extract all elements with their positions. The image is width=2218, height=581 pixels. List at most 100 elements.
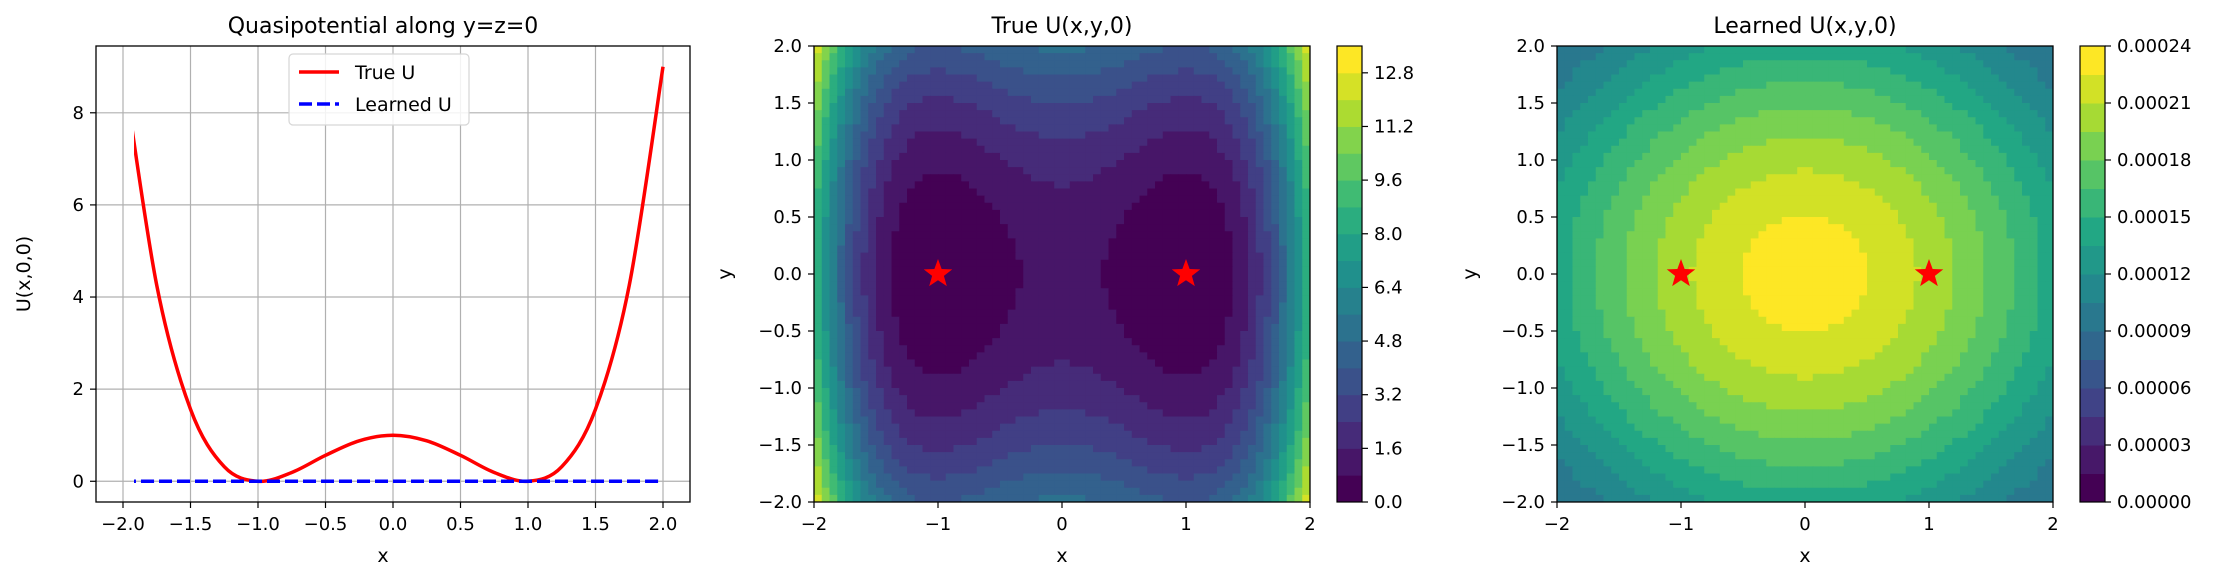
contour-cell	[1279, 359, 1288, 368]
contour-cell	[1789, 110, 1798, 118]
contour-cell	[1580, 60, 1589, 68]
contour-cell	[1147, 209, 1156, 218]
contour-cell	[1031, 188, 1040, 197]
contour-cell	[1286, 53, 1296, 61]
contour-cell	[814, 110, 823, 118]
contour-cell	[907, 88, 916, 97]
contour-cell	[1139, 416, 1148, 425]
contour-cell	[1263, 145, 1272, 154]
contour-cell	[829, 259, 838, 268]
contour-cell	[922, 46, 931, 54]
contour-cell	[1975, 88, 1984, 97]
contour-cell	[907, 174, 916, 182]
contour-cell	[922, 494, 931, 502]
contour-cell	[953, 388, 962, 396]
contour-cell	[860, 110, 869, 118]
contour-cell	[1186, 409, 1195, 418]
contour-cell	[1193, 160, 1203, 168]
contour-cell	[1271, 316, 1280, 325]
contour-cell	[1069, 288, 1079, 296]
contour-cell	[1286, 416, 1296, 425]
contour-cell	[1255, 181, 1265, 190]
contour-cell	[821, 117, 831, 125]
contour-cell	[976, 416, 986, 425]
contour-cell	[1038, 423, 1048, 432]
contour-cell	[969, 430, 978, 439]
contour-cell	[945, 430, 955, 439]
contour-cell	[1085, 124, 1094, 133]
contour-cell	[1201, 95, 1210, 104]
contour-cell	[1960, 67, 1969, 76]
contour-cell	[1131, 380, 1141, 389]
contour-cell	[876, 359, 885, 368]
contour-cell	[837, 494, 846, 502]
contour-cell	[1031, 288, 1040, 296]
contour-cell	[868, 152, 877, 161]
contour-cell	[883, 473, 893, 482]
x-tick-label: 1.0	[514, 514, 543, 535]
contour-cell	[1255, 131, 1265, 140]
contour-cell	[1302, 152, 1310, 161]
contour-cell	[1023, 274, 1032, 282]
contour-cell	[814, 331, 823, 339]
contour-cell	[1093, 245, 1102, 254]
colorbar-band	[1337, 448, 1362, 476]
contour-cell	[1851, 60, 1860, 68]
contour-cell	[1294, 202, 1303, 211]
contour-cell	[1155, 174, 1164, 182]
contour-cell	[1681, 46, 1690, 54]
contour-cell	[1224, 252, 1234, 261]
contour-cell	[1603, 74, 1612, 83]
contour-cell	[1193, 302, 1203, 311]
contour-cell	[821, 60, 831, 68]
contour-cell	[899, 245, 908, 254]
contour-cell	[1031, 152, 1040, 161]
contour-cell	[814, 288, 823, 296]
contour-cell	[1905, 60, 1915, 68]
contour-cell	[1031, 437, 1040, 446]
contour-cell	[1186, 402, 1195, 410]
contour-cell	[845, 224, 854, 232]
contour-cell	[899, 487, 908, 496]
contour-cell	[1108, 459, 1117, 467]
contour-cell	[1603, 81, 1612, 90]
contour-cell	[1085, 359, 1094, 368]
contour-cell	[969, 480, 978, 489]
contour-cell	[1062, 274, 1071, 282]
contour-cell	[891, 238, 900, 247]
contour-cell	[868, 217, 877, 225]
contour-cell	[1046, 160, 1055, 168]
contour-cell	[1093, 138, 1102, 147]
contour-cell	[1124, 459, 1133, 467]
contour-cell	[1681, 60, 1690, 68]
contour-cell	[1696, 60, 1705, 68]
contour-cell	[969, 145, 978, 154]
contour-cell	[2014, 124, 2023, 133]
contour-cell	[1108, 174, 1117, 182]
contour-cell	[1046, 338, 1055, 346]
y-tick-label: −1.5	[758, 435, 802, 456]
contour-cell	[1170, 67, 1179, 76]
contour-cell	[1015, 60, 1024, 68]
contour-cell	[876, 331, 885, 339]
contour-cell	[1781, 95, 1791, 104]
contour-cell	[1046, 331, 1055, 339]
contour-cell	[1224, 124, 1234, 133]
contour-cell	[1069, 188, 1079, 197]
contour-cell	[1727, 110, 1736, 118]
contour-cell	[1673, 103, 1682, 111]
contour-cell	[1294, 345, 1303, 353]
contour-cell	[1758, 53, 1767, 61]
contour-cell	[969, 259, 978, 268]
contour-cell	[1201, 138, 1210, 147]
contour-cell	[1688, 46, 1698, 54]
contour-cell	[976, 46, 986, 54]
contour-cell	[907, 252, 916, 261]
contour-cell	[1704, 110, 1713, 118]
contour-cell	[1139, 423, 1148, 432]
contour-cell	[1952, 117, 1961, 125]
contour-cell	[1302, 338, 1310, 346]
contour-cell	[1007, 145, 1017, 154]
contour-cell	[1178, 53, 1187, 61]
contour-cell	[891, 409, 900, 418]
